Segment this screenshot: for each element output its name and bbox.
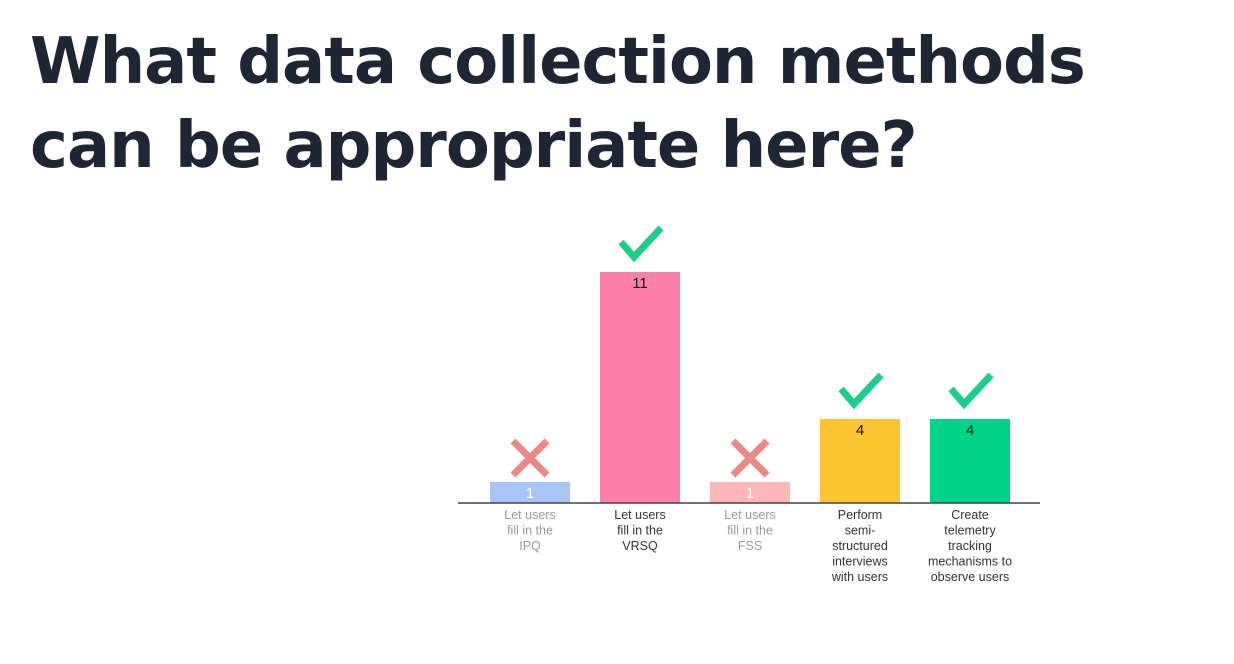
bar-1: [490, 482, 570, 503]
bar-value-label-5: 4: [966, 422, 974, 439]
bar-value-label-2: 11: [632, 275, 648, 292]
category-label-1: Let users fill in the IPQ: [504, 508, 555, 553]
category-label-4: Perform semi-structured interviews with use…: [831, 508, 888, 584]
bar-2: [600, 272, 680, 503]
bar-3: [710, 482, 790, 503]
check-icon: [618, 225, 664, 263]
check-icon: [838, 372, 884, 410]
bar-value-label-1: 1: [526, 485, 534, 502]
category-label-5: Create telemetry tracking mechanisms to obse…: [928, 508, 1012, 584]
cross-icon: [510, 438, 550, 478]
category-label-3: Let users fill in the FSS: [724, 508, 775, 553]
cross-icon: [730, 438, 770, 478]
bar-4: [820, 419, 900, 503]
bar-value-label-3: 1: [746, 485, 754, 502]
check-icon: [948, 372, 994, 410]
category-label-2: Let users fill in the VRSQ: [614, 508, 665, 553]
bar-5: [930, 419, 1010, 503]
bar-value-label-4: 4: [856, 422, 864, 439]
slide-title: What data collection methods can be appr…: [30, 25, 1086, 183]
